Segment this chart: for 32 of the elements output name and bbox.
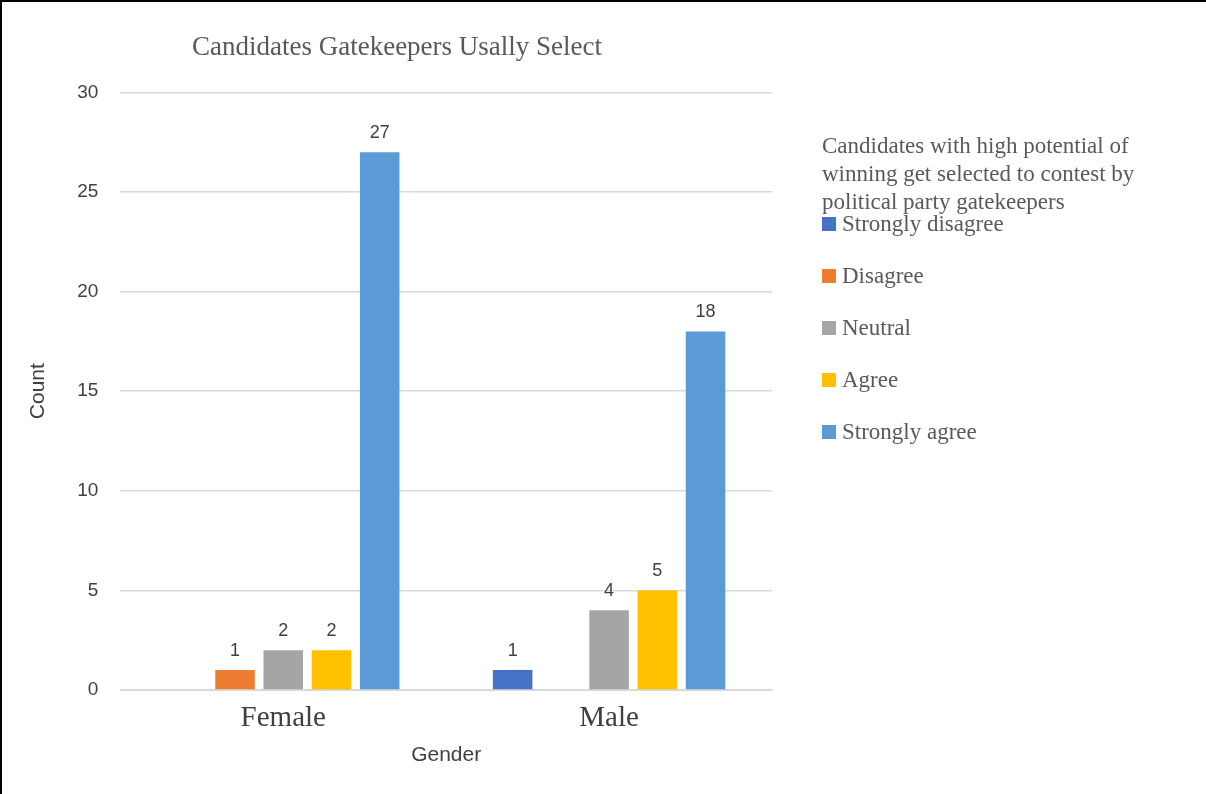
- y-tick-label: 5: [87, 578, 99, 600]
- data-label: 18: [695, 301, 716, 322]
- x-tick-label: Male: [579, 700, 639, 733]
- x-tick-label: Female: [240, 700, 326, 733]
- y-axis-title: Count: [25, 363, 49, 420]
- data-label: 2: [326, 620, 337, 641]
- bar: [492, 670, 533, 690]
- bar: [359, 152, 400, 690]
- legend-label: Disagree: [842, 263, 924, 289]
- legend-label: Strongly agree: [842, 419, 977, 445]
- data-label: 1: [230, 640, 241, 661]
- bar: [589, 610, 629, 690]
- legend-label: Agree: [842, 367, 899, 393]
- data-label: 1: [507, 640, 518, 661]
- chart-title: Candidates Gatekeepers Usally Select: [191, 31, 603, 62]
- bar: [311, 650, 352, 690]
- bar: [637, 590, 678, 690]
- y-tick-label: 0: [87, 678, 99, 700]
- y-tick-label: 25: [77, 180, 99, 202]
- y-tick-label: 30: [77, 80, 99, 102]
- data-label: 2: [278, 620, 289, 641]
- data-label: 5: [652, 560, 663, 581]
- y-tick-label: 15: [77, 379, 99, 401]
- bar: [685, 331, 726, 690]
- data-label: 4: [604, 580, 615, 601]
- x-axis-title: Gender: [411, 742, 482, 766]
- bar: [215, 670, 255, 690]
- bar: [263, 650, 304, 690]
- legend-label: Neutral: [842, 315, 911, 341]
- y-tick-label: 20: [77, 279, 99, 301]
- data-label: 27: [369, 122, 390, 143]
- y-tick-label: 10: [77, 479, 99, 501]
